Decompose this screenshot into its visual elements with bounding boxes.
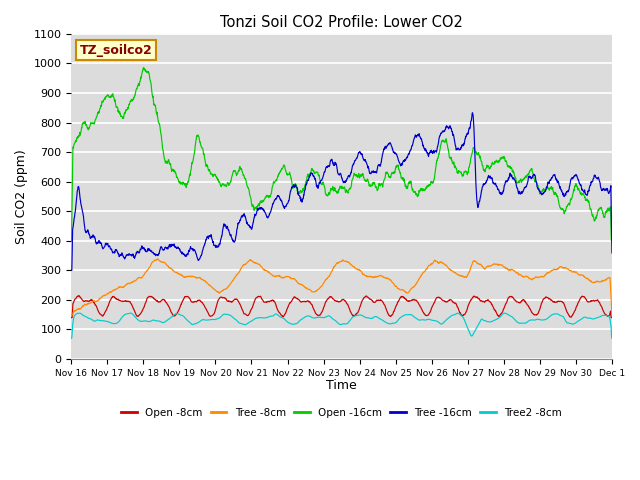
Tree -16cm xyxy=(330,163,338,168)
Tree -8cm xyxy=(331,264,339,269)
Line: Open -16cm: Open -16cm xyxy=(71,68,612,241)
Y-axis label: Soil CO2 (ppm): Soil CO2 (ppm) xyxy=(15,149,28,244)
Open -16cm xyxy=(593,213,600,218)
Open -16cm xyxy=(593,214,600,219)
Legend: Open -8cm, Tree -8cm, Open -16cm, Tree -16cm, Tree2 -8cm: Open -8cm, Tree -8cm, Open -16cm, Tree -… xyxy=(117,404,566,422)
Tree2 -8cm xyxy=(316,314,324,320)
Line: Tree -8cm: Tree -8cm xyxy=(71,259,612,315)
Tree2 -8cm xyxy=(331,317,339,323)
Tree -8cm xyxy=(67,312,75,318)
Open -8cm xyxy=(76,293,83,299)
Tree -8cm xyxy=(593,279,600,285)
Open -16cm xyxy=(316,178,324,184)
Tree -8cm xyxy=(593,278,600,284)
Tree2 -8cm xyxy=(493,316,501,322)
Text: TZ_soilco2: TZ_soilco2 xyxy=(79,44,152,57)
Tree -16cm xyxy=(593,175,600,180)
Open -8cm xyxy=(316,312,324,318)
Open -16cm xyxy=(331,186,339,192)
Open -16cm xyxy=(140,65,147,71)
Tree -8cm xyxy=(95,297,102,303)
Open -16cm xyxy=(95,108,102,114)
Tree -16cm xyxy=(468,110,476,116)
Tree -16cm xyxy=(316,180,324,185)
Tree -16cm xyxy=(67,267,75,273)
Open -16cm xyxy=(608,238,616,244)
Tree2 -8cm xyxy=(593,315,600,321)
Open -8cm xyxy=(608,315,616,321)
Tree -8cm xyxy=(154,256,162,262)
Open -16cm xyxy=(493,159,501,165)
Tree -8cm xyxy=(608,312,616,318)
Tree -8cm xyxy=(493,261,501,267)
Open -16cm xyxy=(67,238,75,244)
Tree2 -8cm xyxy=(608,336,616,341)
Tree2 -8cm xyxy=(67,336,75,341)
Tree2 -8cm xyxy=(127,310,134,316)
Tree -16cm xyxy=(493,185,501,191)
Tree -16cm xyxy=(593,175,600,180)
Title: Tonzi Soil CO2 Profile: Lower CO2: Tonzi Soil CO2 Profile: Lower CO2 xyxy=(220,15,463,30)
Tree -16cm xyxy=(95,238,102,243)
Tree -16cm xyxy=(608,250,616,256)
Open -8cm xyxy=(593,298,600,303)
Open -8cm xyxy=(331,298,339,303)
Line: Tree -16cm: Tree -16cm xyxy=(71,113,612,270)
X-axis label: Time: Time xyxy=(326,379,357,392)
Open -8cm xyxy=(67,315,75,321)
Open -8cm xyxy=(493,312,501,318)
Line: Open -8cm: Open -8cm xyxy=(71,296,612,318)
Open -8cm xyxy=(95,310,103,315)
Line: Tree2 -8cm: Tree2 -8cm xyxy=(71,313,612,338)
Tree2 -8cm xyxy=(593,315,600,321)
Tree2 -8cm xyxy=(95,317,102,323)
Open -8cm xyxy=(593,298,600,303)
Tree -8cm xyxy=(316,285,324,290)
